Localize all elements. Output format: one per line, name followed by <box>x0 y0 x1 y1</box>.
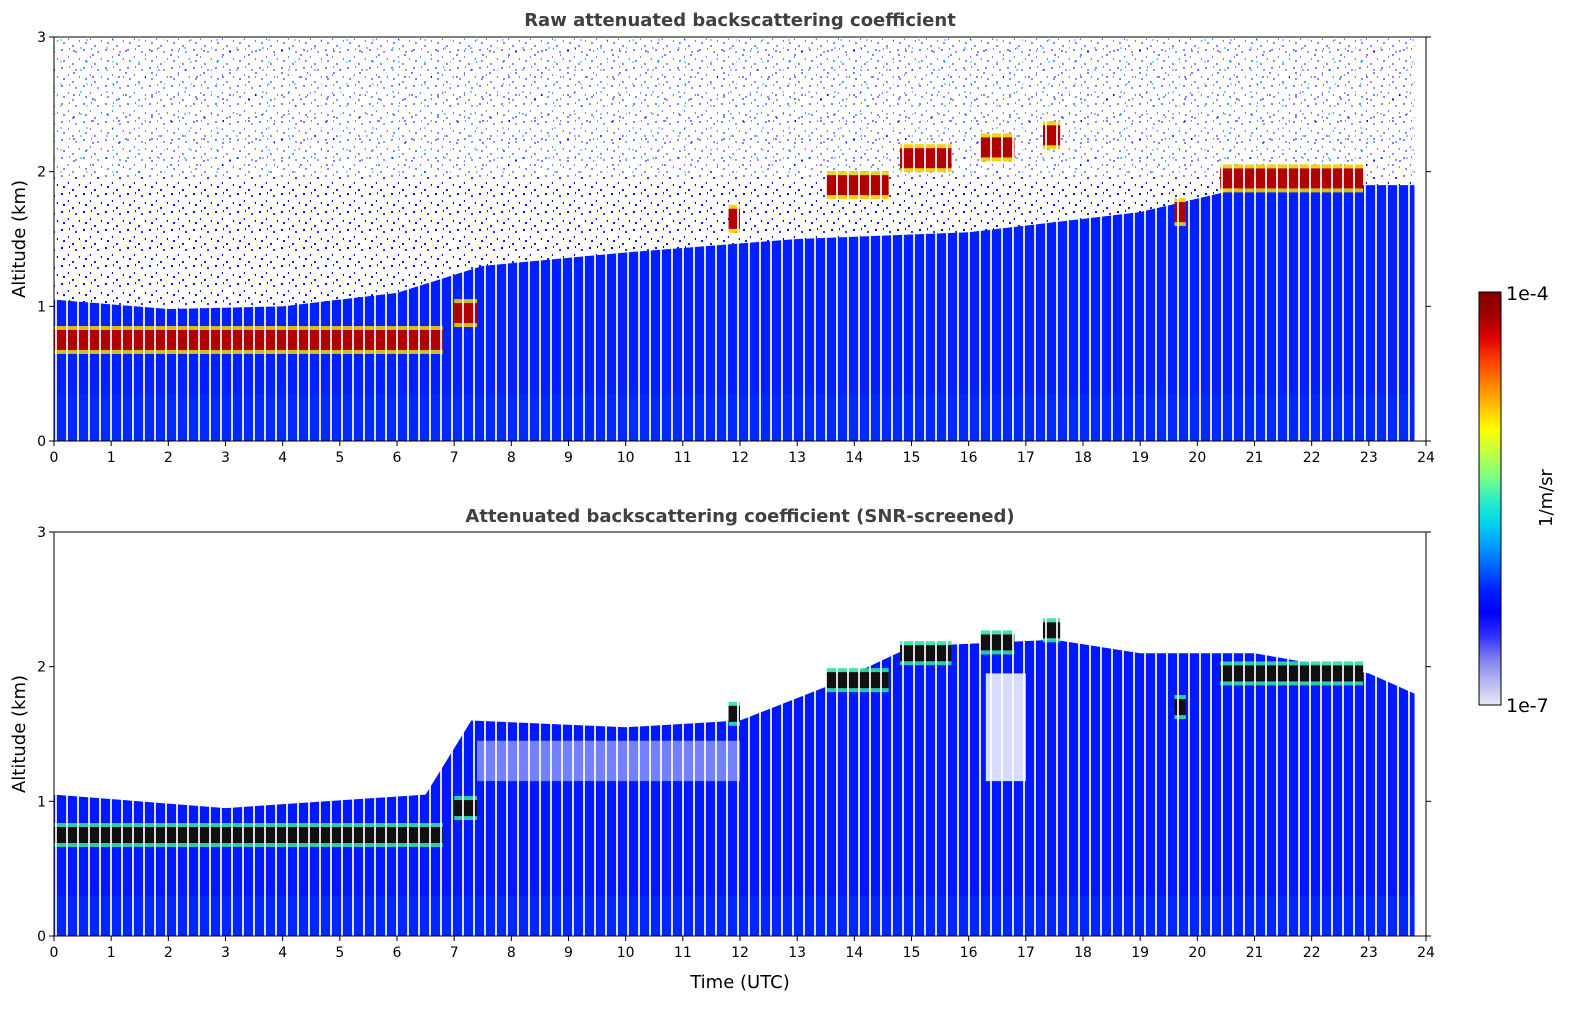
x-tick-label: 23 <box>1360 945 1378 961</box>
x-tick-label: 23 <box>1360 450 1378 466</box>
panel-screened-x-axis: 0 1 2 3 4 5 6 7 8 9 10 11 12 13 14 15 16 17 18 19 20 21 22 23 24 <box>50 936 1435 961</box>
x-tick-label: 18 <box>1074 945 1092 961</box>
x-tick-label: 21 <box>1246 945 1264 961</box>
panel-raw-plot-area <box>54 37 1426 441</box>
x-tick-label: 2 <box>164 945 173 961</box>
panel-screened-x-label: Time (UTC) <box>689 972 790 993</box>
x-tick-label: 17 <box>1017 450 1035 466</box>
panel-screened: Attenuated backscattering coefficient (S… <box>9 506 1435 993</box>
x-tick-label: 15 <box>903 450 921 466</box>
x-tick-label: 7 <box>450 450 459 466</box>
y-tick-label: 1 <box>37 299 46 315</box>
x-tick-label: 22 <box>1303 945 1321 961</box>
x-tick-label: 7 <box>450 945 459 961</box>
x-tick-label: 5 <box>335 450 344 466</box>
x-tick-label: 18 <box>1074 450 1092 466</box>
x-tick-label: 6 <box>393 450 402 466</box>
x-tick-label: 1 <box>107 450 116 466</box>
colorbar-min-label: 1e-7 <box>1506 695 1549 717</box>
x-tick-label: 11 <box>674 945 692 961</box>
x-tick-label: 19 <box>1131 450 1149 466</box>
x-tick-label: 19 <box>1131 945 1149 961</box>
y-tick-label: 1 <box>37 794 46 810</box>
x-tick-label: 21 <box>1246 450 1264 466</box>
x-tick-label: 17 <box>1017 945 1035 961</box>
x-tick-label: 16 <box>960 450 978 466</box>
x-tick-label: 20 <box>1188 945 1206 961</box>
panel-screened-plot-area <box>54 532 1426 936</box>
x-tick-label: 11 <box>674 450 692 466</box>
y-tick-label: 0 <box>37 929 46 945</box>
x-tick-label: 15 <box>903 945 921 961</box>
y-tick-label: 3 <box>37 525 46 541</box>
y-tick-label: 2 <box>37 660 46 676</box>
x-tick-label: 9 <box>564 945 573 961</box>
x-tick-label: 6 <box>393 945 402 961</box>
x-tick-label: 14 <box>845 450 863 466</box>
x-tick-label: 13 <box>788 945 806 961</box>
x-tick-label: 0 <box>50 945 59 961</box>
y-tick-label: 0 <box>37 434 46 450</box>
x-tick-label: 12 <box>731 945 749 961</box>
x-tick-label: 3 <box>221 450 230 466</box>
x-tick-label: 5 <box>335 945 344 961</box>
x-tick-label: 4 <box>278 945 287 961</box>
x-tick-label: 20 <box>1188 450 1206 466</box>
x-tick-label: 9 <box>564 450 573 466</box>
x-tick-label: 8 <box>507 945 516 961</box>
colorbar: 1e-4 1e-7 1/m/sr <box>1478 283 1557 717</box>
panel-raw-y-axis: 0 1 2 3 <box>37 30 1431 450</box>
colorbar-gradient <box>1478 291 1502 706</box>
panel-raw-x-axis: 0 1 2 3 4 5 6 7 8 9 10 11 12 13 14 15 16 17 18 19 20 21 22 23 24 <box>50 441 1435 466</box>
x-tick-label: 8 <box>507 450 516 466</box>
x-tick-label: 4 <box>278 450 287 466</box>
x-tick-label: 10 <box>617 945 635 961</box>
x-tick-label: 24 <box>1417 450 1435 466</box>
x-tick-label: 1 <box>107 945 116 961</box>
panel-raw-y-label: Altitude (km) <box>9 180 30 298</box>
panel-screened-y-label: Altitude (km) <box>9 675 30 793</box>
x-tick-label: 13 <box>788 450 806 466</box>
x-tick-label: 14 <box>845 945 863 961</box>
y-tick-label: 2 <box>37 165 46 181</box>
x-tick-label: 10 <box>617 450 635 466</box>
panel-screened-title: Attenuated backscattering coefficient (S… <box>465 506 1014 527</box>
x-tick-label: 16 <box>960 945 978 961</box>
x-tick-label: 2 <box>164 450 173 466</box>
x-tick-label: 12 <box>731 450 749 466</box>
x-tick-label: 0 <box>50 450 59 466</box>
x-tick-label: 3 <box>221 945 230 961</box>
y-tick-label: 3 <box>37 30 46 46</box>
colorbar-unit-label: 1/m/sr <box>1536 468 1557 526</box>
panel-screened-y-axis: 0 1 2 3 <box>37 525 1431 945</box>
x-tick-label: 24 <box>1417 945 1435 961</box>
colorbar-max-label: 1e-4 <box>1506 283 1549 305</box>
panel-raw-title: Raw attenuated backscattering coefficien… <box>524 10 956 31</box>
x-tick-label: 22 <box>1303 450 1321 466</box>
panel-raw: Raw attenuated backscattering coefficien… <box>9 10 1435 466</box>
